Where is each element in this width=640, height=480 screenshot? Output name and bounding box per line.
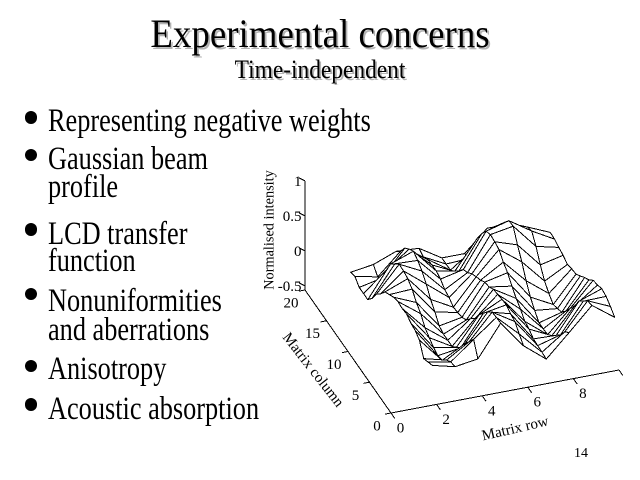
svg-text:0: 0 (373, 419, 381, 435)
svg-text:1: 1 (294, 174, 302, 190)
svg-text:0: 0 (294, 244, 302, 260)
svg-text:10: 10 (327, 357, 342, 373)
svg-text:Normalised intensity: Normalised intensity (262, 169, 278, 289)
svg-text:8: 8 (579, 386, 587, 402)
svg-text:0: 0 (397, 421, 405, 437)
svg-text:0.5: 0.5 (283, 209, 302, 225)
svg-text:4: 4 (488, 403, 496, 419)
svg-text:2: 2 (442, 412, 450, 428)
svg-text:20: 20 (284, 296, 299, 312)
svg-text:-0.5: -0.5 (278, 279, 302, 295)
svg-text:15: 15 (305, 326, 320, 342)
svg-text:5: 5 (352, 388, 360, 404)
svg-text:6: 6 (534, 395, 542, 411)
